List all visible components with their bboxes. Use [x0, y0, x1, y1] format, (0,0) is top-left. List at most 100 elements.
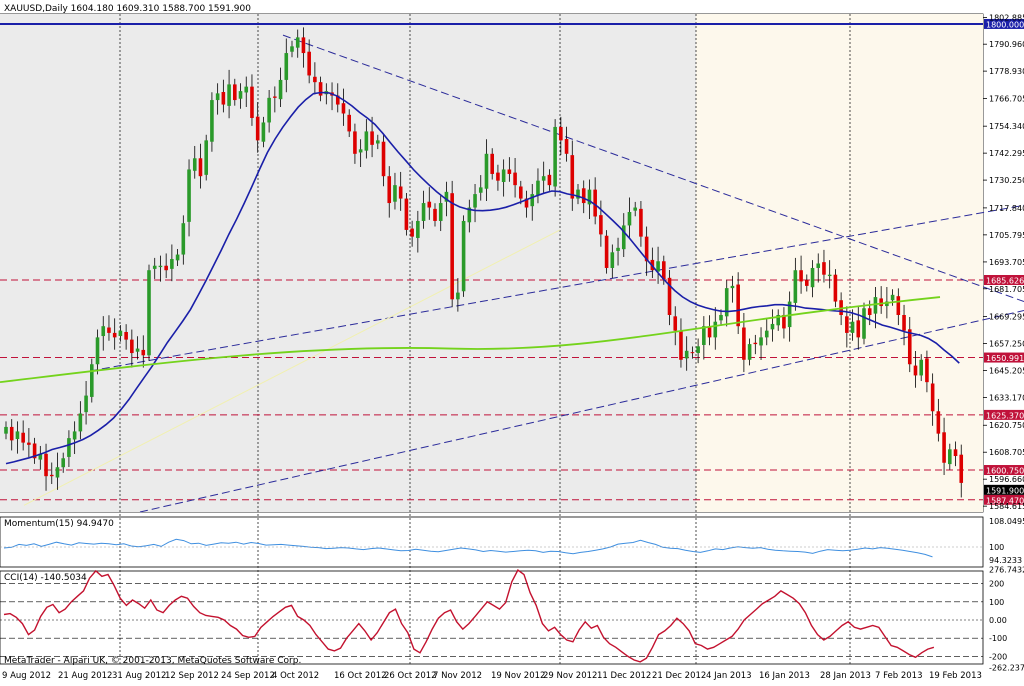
- price-tick-label: 1681.705: [989, 285, 1024, 294]
- candle-body: [925, 358, 929, 383]
- price-level-tag: [984, 409, 1024, 420]
- candle-body: [519, 186, 523, 199]
- candle-body: [255, 116, 260, 141]
- candle-body: [713, 321, 718, 338]
- candle-body: [707, 327, 712, 338]
- cci-tick-label: -200: [989, 652, 1007, 661]
- candle-body: [404, 198, 409, 230]
- candle-body: [295, 37, 300, 48]
- candle-body: [747, 344, 752, 360]
- candle-body: [181, 223, 186, 255]
- candle-body: [896, 296, 901, 315]
- candle-body: [38, 453, 43, 460]
- cci-tick-label: -100: [989, 634, 1007, 643]
- candle-body: [759, 337, 763, 346]
- date-tick-label: 12 Sep 2012: [165, 671, 219, 681]
- candle-body: [278, 79, 283, 100]
- price-tick-label: 1802.885: [989, 13, 1024, 22]
- candle-body: [805, 280, 809, 286]
- candle-body: [353, 131, 357, 154]
- candle-body: [696, 346, 700, 354]
- date-tick-label: 26 Oct 2012: [384, 671, 437, 681]
- candle-body: [559, 126, 563, 141]
- candle-body: [95, 337, 100, 365]
- price-tick-label: 1669.295: [989, 313, 1024, 322]
- candle-body: [238, 91, 243, 99]
- candle-body: [959, 454, 964, 483]
- candle-body: [816, 263, 821, 268]
- candle-body: [135, 348, 140, 352]
- candle-body: [524, 198, 529, 208]
- candlesticks: [4, 27, 964, 498]
- candle-body: [604, 235, 609, 268]
- candle-body: [879, 298, 883, 307]
- candle-body: [827, 274, 832, 277]
- candle-body: [593, 189, 597, 217]
- ma20-line: [5, 91, 960, 465]
- candle-body: [164, 265, 168, 271]
- candle-body: [78, 413, 83, 432]
- candle-body: [930, 383, 935, 412]
- price-level-tag-label: 1800.000: [986, 20, 1024, 29]
- candle-body: [644, 236, 649, 262]
- candle-body: [175, 254, 180, 261]
- date-tick-label: 21 Aug 2012: [58, 671, 112, 681]
- price-tick-label: 1633.170: [989, 393, 1024, 402]
- candle-body: [273, 96, 277, 98]
- price-tick-label: 1596.660: [989, 475, 1024, 484]
- candle-body: [507, 169, 512, 174]
- price-tick-label: 1742.295: [989, 149, 1024, 158]
- candle-body: [158, 265, 163, 268]
- candle-body: [530, 194, 535, 207]
- candle-body: [49, 474, 54, 477]
- candle-body: [398, 186, 403, 199]
- candle-body: [799, 270, 803, 282]
- candle-body: [170, 259, 174, 269]
- price-tick-label: 1584.615: [989, 502, 1024, 511]
- candle-body: [919, 359, 923, 376]
- candle-body: [55, 467, 60, 478]
- price-tick-label: 1620.750: [989, 421, 1024, 430]
- candle-body: [376, 140, 380, 144]
- candle-body: [227, 84, 231, 106]
- last-price-label: 1591.900: [986, 486, 1024, 495]
- date-tick-label: 24 Sep 2012: [221, 671, 275, 681]
- candle-body: [250, 86, 254, 118]
- candle-body: [587, 189, 592, 205]
- date-tick-label: 11 Dec 2012: [597, 671, 651, 681]
- price-tick-label: 1730.250: [989, 176, 1024, 185]
- candle-body: [936, 411, 941, 434]
- symbol-info-label: XAUUSD,Daily 1604.180 1609.310 1588.700 …: [4, 4, 251, 14]
- candle-body: [364, 131, 369, 151]
- candle-body: [902, 314, 906, 331]
- candle-body: [84, 395, 88, 413]
- candle-body: [421, 203, 426, 221]
- candle-body: [639, 208, 643, 237]
- candle-body: [467, 207, 472, 223]
- cci-tick-label: 0.00: [989, 616, 1007, 625]
- candle-body: [810, 267, 815, 288]
- price-level-tag: [984, 18, 1024, 29]
- momentum-line: [3, 538, 933, 558]
- price-tick-label: 1705.795: [989, 231, 1024, 240]
- candle-body: [948, 449, 952, 465]
- momentum-label: Momentum(15) 94.9470: [4, 519, 114, 529]
- price-tick-label: 1790.960: [989, 40, 1024, 49]
- candle-body: [461, 220, 466, 292]
- trendline: [139, 310, 1024, 513]
- candle-body: [221, 92, 226, 105]
- candle-body: [4, 426, 8, 434]
- trendline: [23, 229, 561, 506]
- moving-averages: [0, 91, 960, 465]
- candle-body: [822, 262, 826, 275]
- candle-body: [673, 316, 678, 331]
- cci-panel-frame: [0, 570, 984, 665]
- candle-body: [427, 201, 432, 208]
- beige-recent-zone: [696, 14, 983, 512]
- date-tick-label: 16 Oct 2012: [334, 671, 387, 681]
- candle-body: [473, 194, 477, 208]
- candle-body: [690, 352, 695, 354]
- candle-body: [564, 139, 569, 154]
